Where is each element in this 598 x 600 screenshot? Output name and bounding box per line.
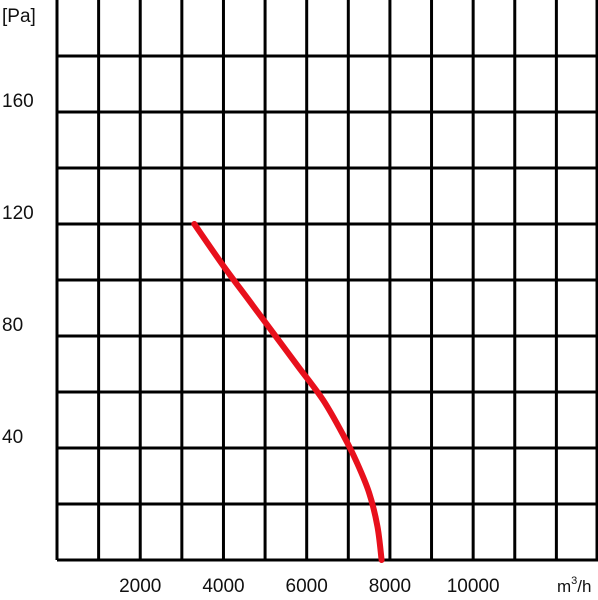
series-curve <box>191 221 385 563</box>
x-tick-label: 8000 <box>369 576 411 597</box>
x-axis-label: m3/h <box>557 575 591 596</box>
grid <box>55 0 598 562</box>
x-tick-label: 6000 <box>286 576 328 597</box>
y-tick-label: 80 <box>2 315 23 336</box>
pressure-curve-line <box>191 221 385 563</box>
axis-labels: [Pa] m3/h 2000 4000 6000 8000 10000 40 80 120 16… <box>2 6 591 597</box>
y-tick-label: 160 <box>2 91 34 112</box>
y-tick-label: 120 <box>2 203 34 224</box>
x-tick-label: 10000 <box>447 576 500 597</box>
y-tick-label: 40 <box>2 427 23 448</box>
x-tick-label: 2000 <box>119 576 161 597</box>
y-axis-label: [Pa] <box>2 6 36 27</box>
x-tick-label: 4000 <box>202 576 244 597</box>
